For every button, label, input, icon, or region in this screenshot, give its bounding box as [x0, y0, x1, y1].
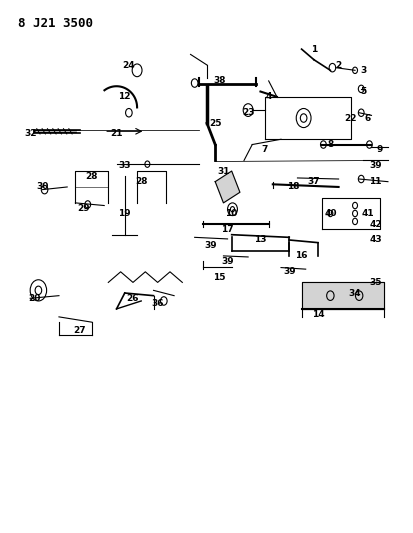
- Text: 24: 24: [122, 61, 135, 69]
- Text: 13: 13: [254, 236, 266, 245]
- Text: 35: 35: [368, 278, 381, 287]
- Text: 28: 28: [85, 172, 98, 181]
- Text: 25: 25: [209, 119, 221, 128]
- Text: 16: 16: [294, 252, 307, 261]
- Text: 2: 2: [335, 61, 341, 69]
- Text: 15: 15: [213, 272, 225, 281]
- Text: 39: 39: [221, 257, 233, 265]
- Text: 8: 8: [326, 140, 333, 149]
- Text: 10: 10: [225, 209, 237, 218]
- Polygon shape: [301, 282, 383, 309]
- Text: 39: 39: [368, 161, 381, 170]
- Text: 32: 32: [24, 130, 36, 139]
- Text: 43: 43: [368, 236, 381, 245]
- Text: 12: 12: [118, 92, 131, 101]
- Text: 1: 1: [310, 45, 316, 54]
- Text: 14: 14: [311, 310, 323, 319]
- Text: 17: 17: [221, 225, 233, 234]
- Text: 28: 28: [135, 177, 147, 186]
- Text: 40: 40: [323, 209, 336, 218]
- Text: 7: 7: [261, 146, 267, 155]
- Text: 20: 20: [28, 294, 40, 303]
- Text: 8 J21 3500: 8 J21 3500: [18, 17, 93, 30]
- Text: 26: 26: [126, 294, 139, 303]
- Circle shape: [299, 114, 306, 122]
- Text: 22: 22: [344, 114, 356, 123]
- Text: 36: 36: [151, 299, 164, 308]
- Text: 31: 31: [217, 166, 229, 175]
- Text: 33: 33: [118, 161, 131, 170]
- Polygon shape: [215, 171, 239, 203]
- Text: 30: 30: [36, 182, 49, 191]
- Text: 27: 27: [73, 326, 85, 335]
- Text: 39: 39: [204, 241, 217, 250]
- Circle shape: [230, 207, 234, 212]
- Text: 21: 21: [110, 130, 123, 139]
- Text: 3: 3: [359, 66, 366, 75]
- Text: 11: 11: [368, 177, 381, 186]
- Text: 23: 23: [241, 108, 254, 117]
- Text: 5: 5: [359, 87, 366, 96]
- Text: 18: 18: [286, 182, 299, 191]
- Text: 38: 38: [213, 76, 225, 85]
- Text: 34: 34: [348, 288, 361, 297]
- Text: 6: 6: [363, 114, 370, 123]
- Text: 19: 19: [118, 209, 131, 218]
- Text: 39: 39: [282, 268, 295, 276]
- Text: 29: 29: [77, 204, 90, 213]
- Text: 37: 37: [307, 177, 320, 186]
- Text: 4: 4: [265, 92, 271, 101]
- Text: 9: 9: [375, 146, 382, 155]
- Text: 42: 42: [368, 220, 381, 229]
- Text: 41: 41: [360, 209, 373, 218]
